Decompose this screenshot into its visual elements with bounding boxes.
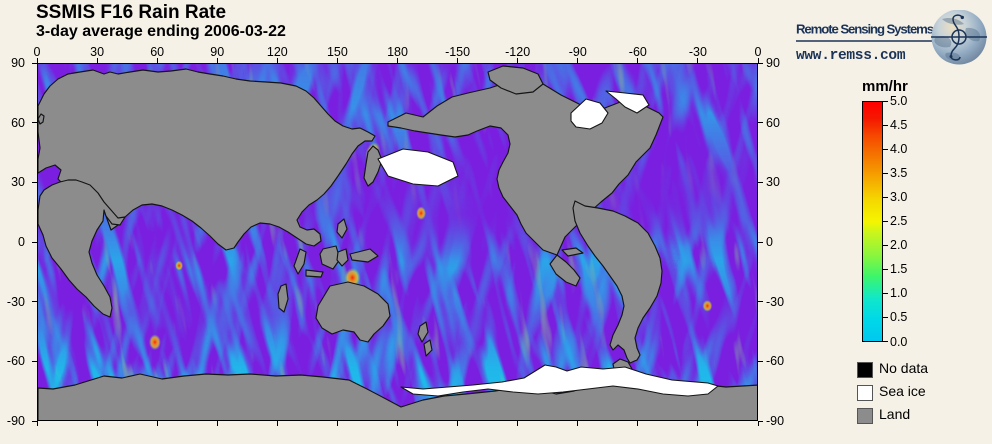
svg-text:www.remss.com: www.remss.com bbox=[796, 48, 906, 64]
svg-text:Remote Sensing Systems: Remote Sensing Systems bbox=[796, 22, 934, 37]
